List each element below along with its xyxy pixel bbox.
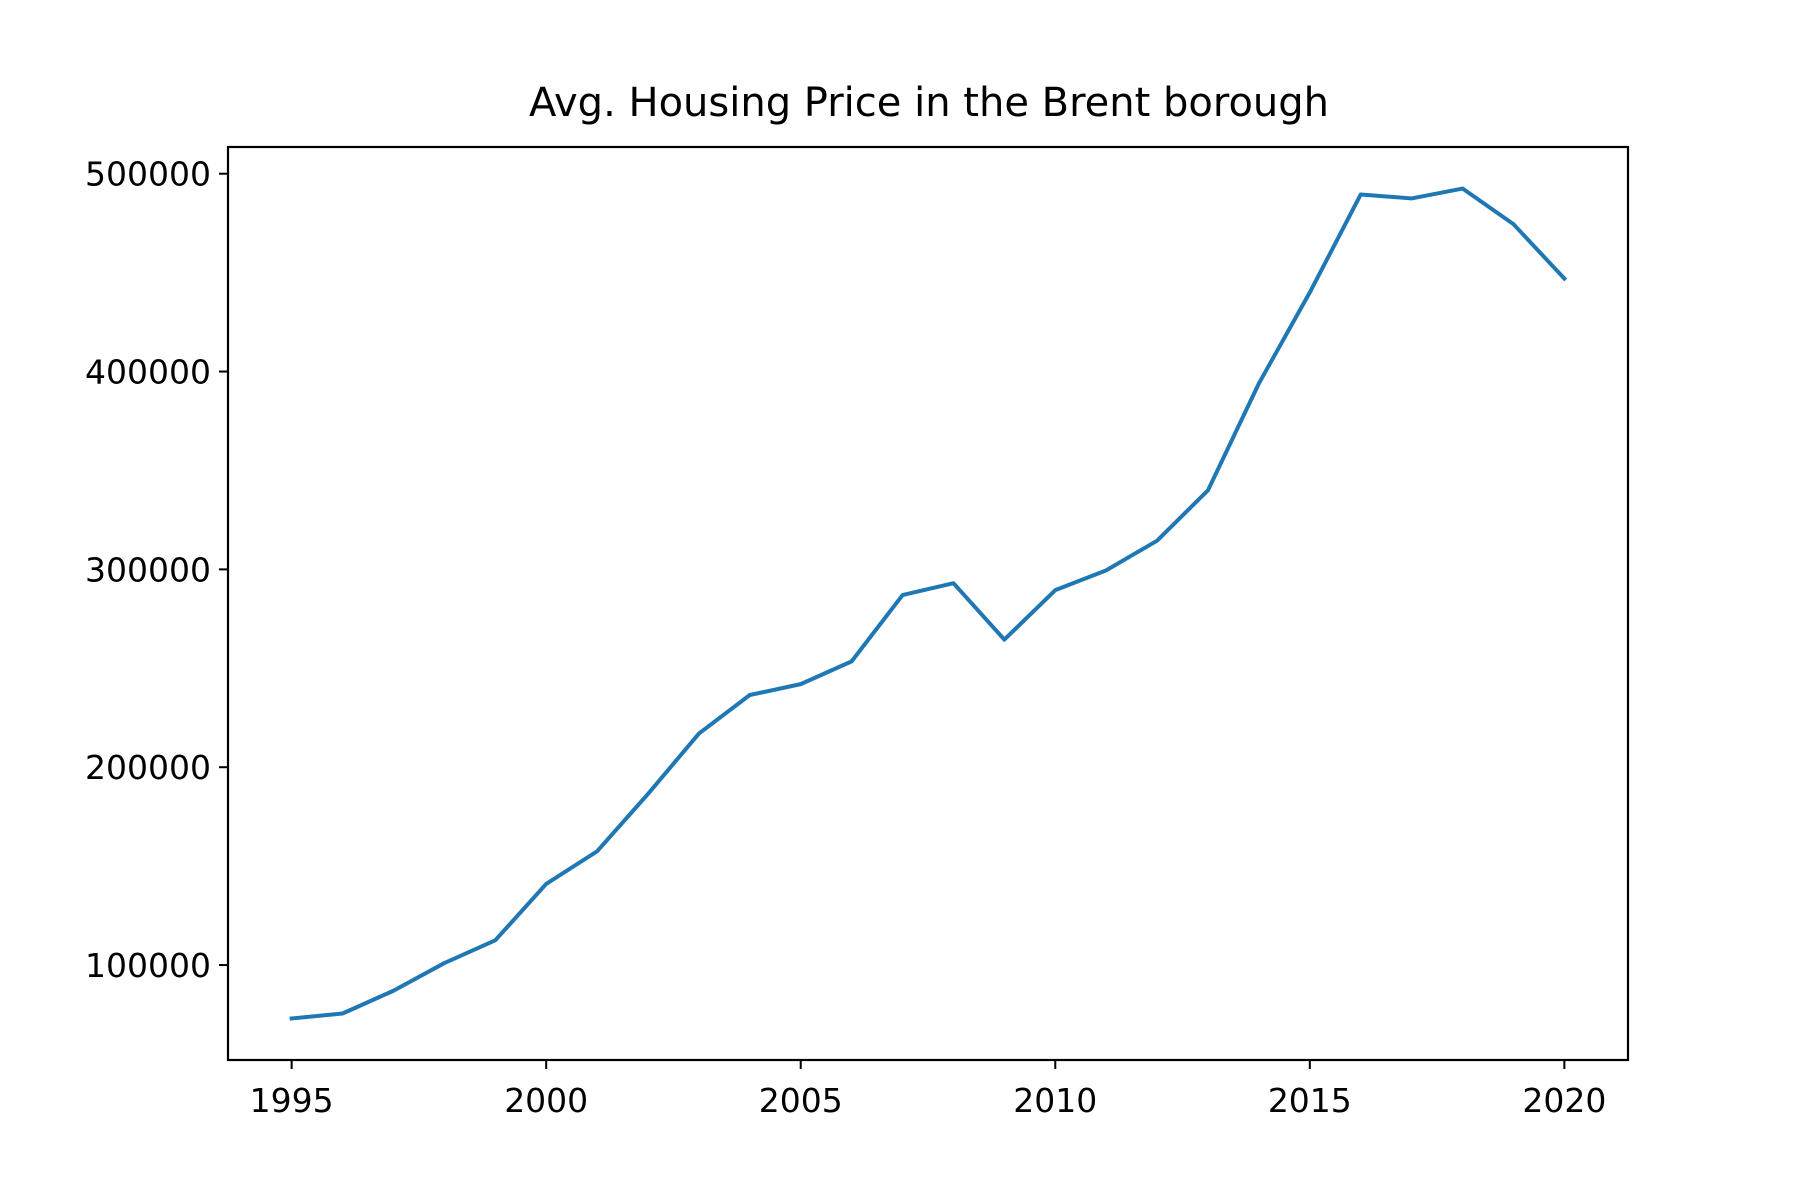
y-axis-ticks: 100000 200000 300000 400000 500000 [85, 155, 228, 985]
y-tick-label: 400000 [85, 353, 211, 392]
x-axis-ticks: 1995 2000 2005 2010 2015 2020 [250, 1060, 1606, 1120]
x-tick-label: 1995 [250, 1081, 334, 1120]
x-tick-label: 2005 [759, 1081, 843, 1120]
x-tick-label: 2020 [1522, 1081, 1606, 1120]
x-tick-label: 2010 [1013, 1081, 1097, 1120]
y-tick-label: 300000 [85, 550, 211, 589]
y-tick-label: 500000 [85, 155, 211, 194]
y-tick-label: 200000 [85, 748, 211, 787]
chart-title: Avg. Housing Price in the Brent borough [529, 80, 1329, 126]
y-tick-label: 100000 [85, 946, 211, 985]
x-tick-label: 2015 [1268, 1081, 1352, 1120]
plot-frame [226, 145, 1630, 1062]
x-tick-label: 2000 [504, 1081, 588, 1120]
series-line [289, 186, 1568, 1021]
series-layer [289, 186, 1568, 1021]
